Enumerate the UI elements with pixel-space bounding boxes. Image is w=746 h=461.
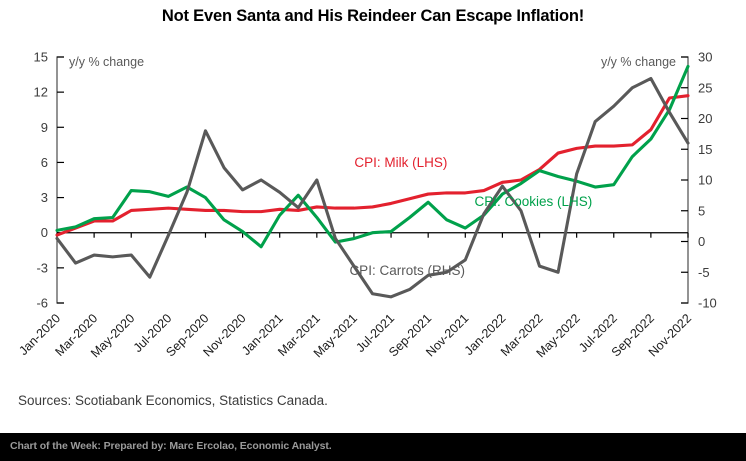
- y-axis-right-tick-label: 20: [698, 111, 712, 126]
- y-axis-right-tick-label: 5: [698, 203, 705, 218]
- series-label: CPI: Carrots (RHS): [349, 263, 465, 278]
- y-axis-tick-label: 12: [34, 85, 48, 100]
- series-line: [55, 94, 690, 237]
- series-line: [55, 64, 690, 249]
- y-axis-right-tick-label: -10: [698, 296, 717, 311]
- y-axis-right-tick-label: -5: [698, 265, 710, 280]
- y-axis-tick-label: 3: [41, 190, 48, 205]
- y-axis-tick-label: 0: [41, 225, 48, 240]
- y-axis-right-tick-label: 10: [698, 173, 712, 188]
- sources-note: Sources: Scotiabank Economics, Statistic…: [18, 393, 328, 408]
- series-label: CPI: Cookies (LHS): [475, 194, 593, 209]
- line-chart-plot: -6-303691215-10-5051015202530Jan-2020Mar…: [16, 50, 717, 361]
- y-axis-right-tick-label: 25: [698, 80, 712, 95]
- y-axis-tick-label: 15: [34, 50, 48, 65]
- left-axis-note: y/y % change: [69, 55, 144, 69]
- y-axis-right-tick-label: 15: [698, 142, 712, 157]
- footer-credit: Chart of the Week: Prepared by: Marc Erc…: [10, 440, 332, 452]
- y-axis-right-tick-label: 30: [698, 50, 712, 65]
- footer-bar: [0, 433, 746, 461]
- series-label: CPI: Milk (LHS): [354, 155, 447, 170]
- y-axis-right-tick-label: 0: [698, 234, 705, 249]
- page-title: Not Even Santa and His Reindeer Can Esca…: [161, 7, 585, 25]
- y-axis-tick-label: -6: [36, 296, 48, 311]
- y-axis-tick-label: -3: [36, 260, 48, 275]
- y-axis-tick-label: 9: [41, 120, 48, 135]
- series-line: [55, 76, 690, 299]
- y-axis-tick-label: 6: [41, 155, 48, 170]
- right-axis-note: y/y % change: [601, 55, 676, 69]
